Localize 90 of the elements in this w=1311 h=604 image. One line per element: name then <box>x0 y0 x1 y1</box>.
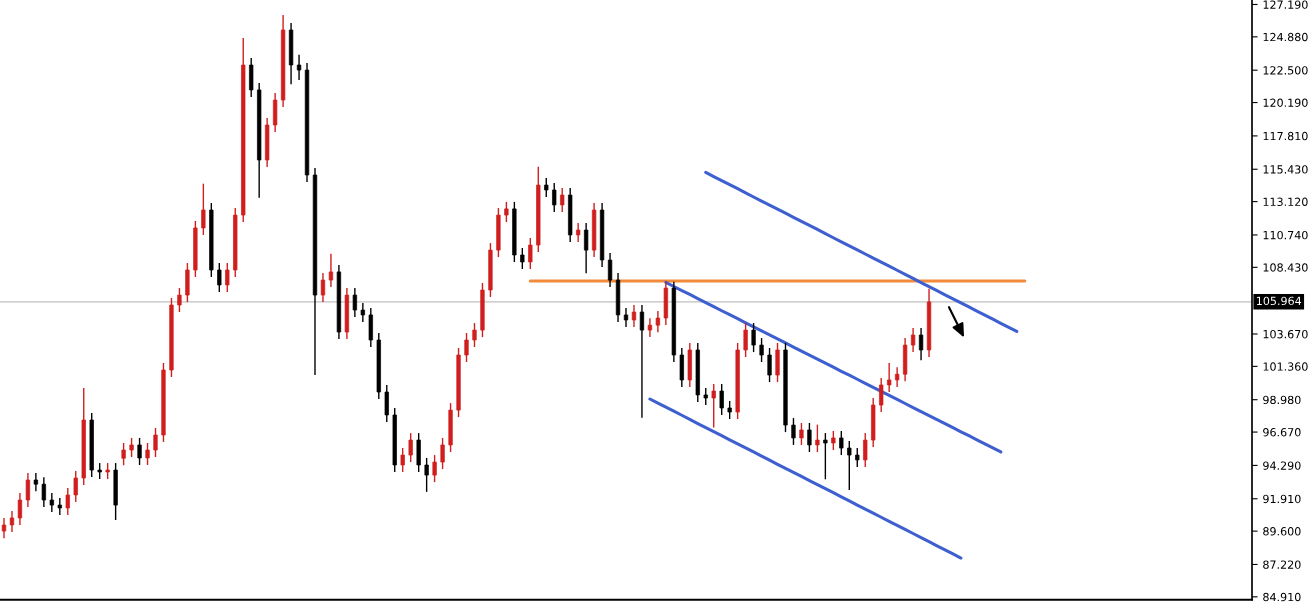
candlestick <box>815 423 820 453</box>
candlestick <box>560 187 565 213</box>
candlestick <box>583 222 589 275</box>
y-tick-label: 96.670 <box>1263 428 1301 437</box>
candlestick <box>544 177 549 198</box>
y-tick-label: 98.980 <box>1263 395 1301 405</box>
candlestick <box>177 287 182 313</box>
candlestick <box>352 287 358 318</box>
candlestick <box>432 454 437 483</box>
candlestick <box>799 422 804 446</box>
candlestick <box>9 510 15 533</box>
candlestick <box>807 422 812 453</box>
candlestick <box>464 332 469 363</box>
candlestick <box>41 476 46 508</box>
candlestick <box>719 383 724 416</box>
candlestick <box>552 182 557 213</box>
candlestick <box>655 310 661 333</box>
candlestick <box>631 304 637 328</box>
candlestick <box>831 430 836 451</box>
y-tick-label: 110.740 <box>1263 230 1308 240</box>
candlestick <box>847 440 852 491</box>
y-tick-label: 87.220 <box>1263 560 1301 569</box>
candlestick <box>17 492 23 526</box>
y-tick-label: 94.290 <box>1263 461 1301 470</box>
candlestick <box>440 437 445 470</box>
candlestick <box>129 437 134 458</box>
candlestick <box>767 347 772 383</box>
candlestick <box>296 54 302 81</box>
line-series <box>648 397 963 560</box>
y-tick-label: 108.430 <box>1263 263 1308 272</box>
candlestick <box>887 362 892 393</box>
y-tick-label: 124.880 <box>1263 32 1308 42</box>
y-tick-label: 127.190 <box>1263 0 1308 9</box>
ref-line-label: 105.964 <box>1256 296 1302 306</box>
candlestick <box>25 472 31 508</box>
y-tick-label: 89.600 <box>1263 527 1301 536</box>
candlestick <box>328 253 334 288</box>
candlestick <box>504 201 509 223</box>
y-tick-label: 120.190 <box>1263 98 1308 107</box>
y-tick-label: 113.120 <box>1263 197 1308 206</box>
candlestick <box>153 427 158 458</box>
line-series <box>664 280 1003 454</box>
y-tick-label: 117.810 <box>1263 131 1308 141</box>
candlestick <box>647 317 653 338</box>
candlestick <box>607 252 613 288</box>
y-tick-label: 84.910 <box>1263 592 1301 602</box>
candlestick <box>137 437 142 466</box>
y-tick-label: 101.360 <box>1263 362 1308 371</box>
candlestick <box>520 247 525 270</box>
candlestick <box>894 366 900 388</box>
line-series <box>704 170 1019 334</box>
candlestick <box>57 497 62 516</box>
candlestick <box>839 430 844 456</box>
candlestick <box>201 182 206 236</box>
candlestick <box>823 432 828 480</box>
y-tick-label: 122.500 <box>1263 66 1308 75</box>
candlestick <box>711 383 716 429</box>
candlestick <box>400 447 405 473</box>
candlestick <box>217 262 222 293</box>
candlestick <box>759 337 764 363</box>
candlestick <box>424 457 429 493</box>
candlestick <box>918 327 924 361</box>
y-tick-label: 103.670 <box>1263 329 1308 339</box>
candlestick <box>472 322 477 348</box>
candlestick <box>751 322 756 353</box>
candlestick <box>576 222 581 243</box>
candlestick <box>863 432 868 468</box>
candlestick <box>145 442 150 466</box>
y-tick-label: 115.430 <box>1263 165 1308 174</box>
candlestick <box>910 327 916 353</box>
candlestick <box>1 517 7 539</box>
candlestick <box>121 442 126 466</box>
candlestick <box>639 304 645 419</box>
candlestick <box>360 302 365 323</box>
candlestick <box>33 472 39 492</box>
candlestick <box>65 487 70 516</box>
candlestick <box>791 417 796 446</box>
candlestick <box>384 384 389 423</box>
candlestick <box>49 492 54 513</box>
candlestick <box>73 470 78 503</box>
candlestick <box>528 237 533 270</box>
candlestick <box>879 377 884 413</box>
candlestick <box>743 322 748 358</box>
candlestick <box>320 272 326 303</box>
candlestick <box>727 400 732 420</box>
candlestick <box>408 432 413 463</box>
y-tick-label: 91.910 <box>1263 494 1301 504</box>
candlestick <box>225 262 230 293</box>
candlestick <box>623 307 629 328</box>
candlestick <box>855 447 860 468</box>
